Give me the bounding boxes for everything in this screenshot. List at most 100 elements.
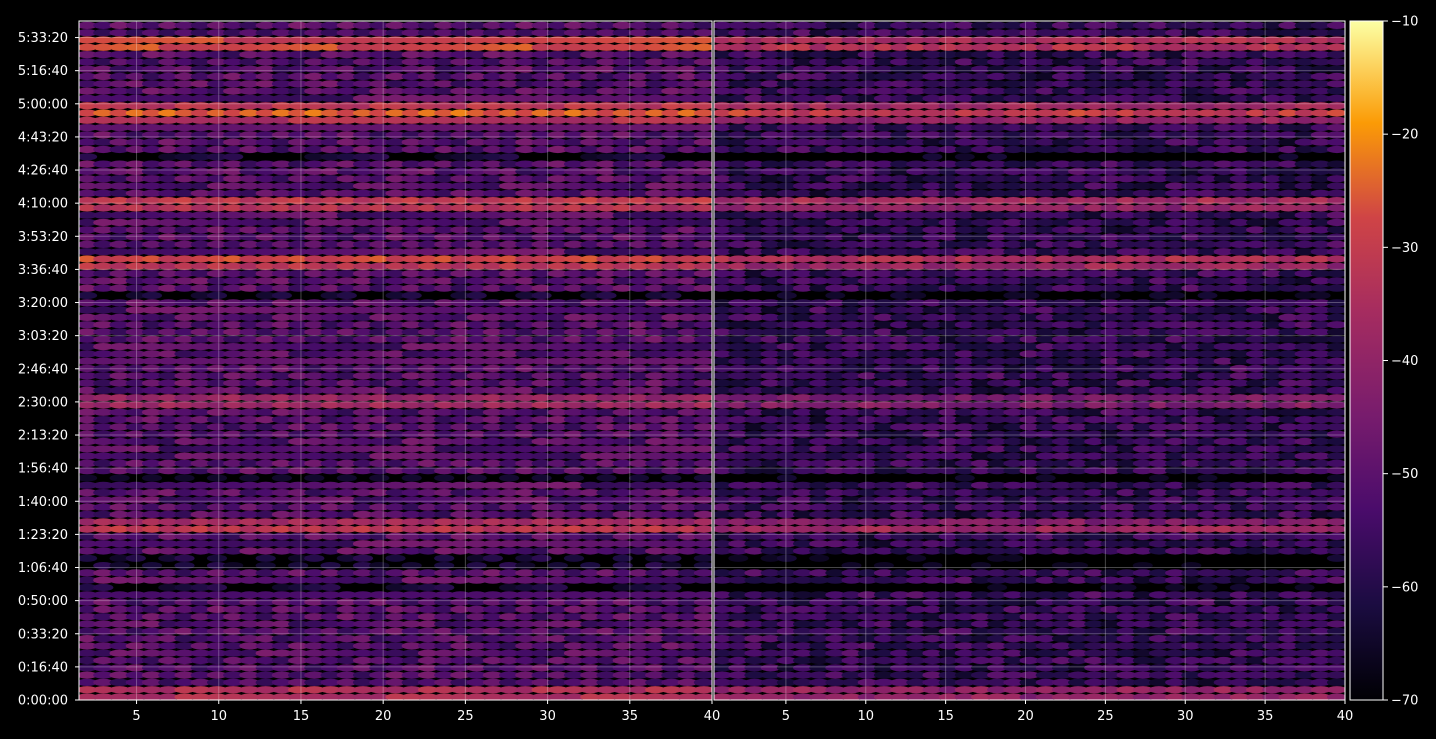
- heatmap-cell: [304, 116, 325, 124]
- heatmap-cell: [760, 364, 781, 373]
- heatmap-cell: [352, 547, 374, 555]
- heatmap-cell: [809, 248, 830, 256]
- heatmap-cell: [776, 547, 797, 555]
- heatmap-cell: [661, 182, 682, 190]
- heatmap-cell: [890, 576, 911, 584]
- heatmap-cell: [125, 211, 146, 219]
- heatmap-cell: [954, 145, 975, 154]
- heatmap-cell: [385, 160, 406, 168]
- heatmap-cell: [628, 605, 650, 614]
- heatmap-cell: [547, 408, 568, 416]
- heatmap-cell: [125, 554, 146, 562]
- heatmap-cell: [304, 226, 325, 234]
- heatmap-cell: [158, 131, 179, 139]
- heatmap-cell: [466, 240, 487, 248]
- heatmap-cell: [401, 364, 422, 373]
- heatmap-cell: [304, 532, 325, 541]
- heatmap-cell: [434, 364, 455, 373]
- heatmap-cell: [809, 270, 830, 278]
- heatmap-cell: [547, 686, 568, 694]
- heatmap-cell: [728, 496, 749, 504]
- heatmap-cell: [531, 525, 552, 533]
- heatmap-cell: [385, 678, 406, 687]
- heatmap-cell: [841, 562, 862, 570]
- heatmap-cell: [93, 233, 114, 241]
- heatmap-cell: [93, 386, 114, 394]
- heatmap-cell: [434, 182, 455, 190]
- heatmap-cell: [628, 503, 650, 511]
- heatmap-cell: [385, 277, 406, 285]
- heatmap-cell: [938, 124, 959, 132]
- heatmap-cell: [841, 21, 862, 29]
- heatmap-cell: [125, 65, 146, 73]
- heatmap-cell: [125, 321, 146, 329]
- heatmap-cell: [336, 124, 357, 132]
- heatmap-cell: [938, 481, 959, 489]
- heatmap-cell: [125, 394, 146, 402]
- heatmap-cell: [239, 481, 260, 489]
- heatmap-cell: [841, 386, 862, 394]
- heatmap-cell: [79, 489, 98, 497]
- heatmap-cell: [109, 386, 130, 394]
- heatmap-cell: [125, 598, 146, 606]
- heatmap-cell: [450, 605, 471, 614]
- heatmap-cell: [954, 321, 975, 329]
- heatmap-cell: [304, 29, 325, 37]
- heatmap-cell: [873, 635, 894, 643]
- heatmap-cell: [563, 94, 585, 102]
- heatmap-cell: [417, 51, 439, 59]
- heatmap-cell: [385, 321, 406, 329]
- heatmap-cell: [906, 569, 927, 577]
- heatmap-cell: [174, 569, 195, 577]
- heatmap-cell: [223, 656, 244, 665]
- heatmap-cell: [825, 350, 846, 358]
- heatmap-cell: [450, 656, 471, 665]
- heatmap-cell: [79, 131, 98, 139]
- heatmap-cell: [174, 372, 195, 380]
- heatmap-cell: [125, 306, 146, 314]
- heatmap-cell: [628, 65, 650, 73]
- heatmap-cell: [744, 328, 765, 336]
- heatmap-cell: [336, 145, 357, 154]
- heatmap-cell: [434, 313, 455, 321]
- heatmap-cell: [728, 306, 749, 314]
- heatmap-cell: [515, 270, 536, 278]
- heatmap-cell: [482, 591, 503, 599]
- heatmap-cell: [352, 401, 374, 409]
- heatmap-cell: [206, 642, 228, 650]
- heatmap-cell: [547, 693, 568, 700]
- heatmap-cell: [79, 102, 98, 110]
- heatmap-cell: [499, 569, 520, 577]
- heatmap-cell: [580, 598, 601, 606]
- heatmap-cell: [352, 635, 374, 643]
- heatmap-cell: [922, 350, 943, 358]
- heatmap-cell: [793, 160, 813, 168]
- heatmap-cell: [369, 656, 390, 665]
- heatmap-cell: [109, 160, 130, 168]
- heatmap-cell: [938, 197, 959, 205]
- heatmap-cell: [320, 350, 341, 358]
- heatmap-cell: [954, 437, 975, 446]
- heatmap-cell: [336, 547, 357, 555]
- heatmap-cell: [271, 430, 292, 438]
- heatmap-cell: [776, 364, 797, 373]
- heatmap-cell: [547, 350, 568, 358]
- heatmap-cell: [677, 87, 698, 95]
- heatmap-cell: [125, 51, 146, 59]
- heatmap-cell: [760, 51, 781, 59]
- heatmap-cell: [417, 109, 439, 117]
- heatmap-cell: [482, 255, 503, 263]
- heatmap-cell: [174, 686, 195, 694]
- heatmap-cell: [223, 518, 244, 526]
- heatmap-cell: [760, 598, 781, 606]
- heatmap-cell: [206, 627, 228, 635]
- heatmap-cell: [450, 21, 471, 29]
- heatmap-cell: [531, 635, 552, 643]
- heatmap-cell: [793, 481, 813, 489]
- heatmap-cell: [760, 262, 781, 270]
- heatmap-cell: [531, 138, 552, 146]
- heatmap-cell: [125, 21, 146, 29]
- heatmap-cell: [417, 686, 439, 694]
- heatmap-cell: [714, 642, 733, 650]
- heatmap-cell: [661, 467, 682, 475]
